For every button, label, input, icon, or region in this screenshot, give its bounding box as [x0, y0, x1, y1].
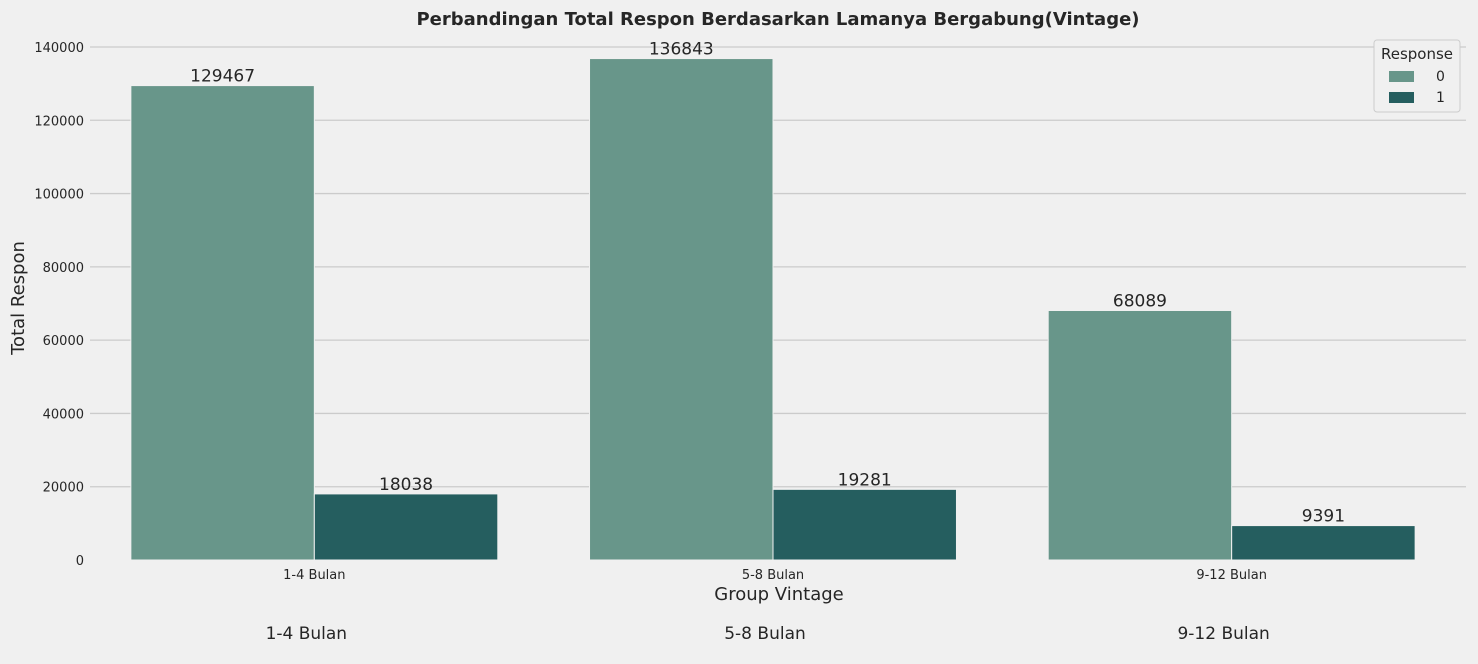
bar-series-1-0: [313, 493, 499, 561]
bars: [130, 58, 1416, 561]
bar-series-1-2: [1231, 525, 1416, 561]
y-tick-label: 20000: [43, 481, 84, 496]
bar-value-labels: 129467 18038 136843 19281 68089 9391: [190, 40, 1345, 527]
bar-value-label: 68089: [1113, 292, 1167, 312]
y-axis-label: Total Respon: [8, 241, 29, 356]
x-tick-label: 1-4 Bulan: [283, 568, 345, 583]
chart-title: Perbandingan Total Respon Berdasarkan La…: [416, 9, 1139, 30]
legend-label-1: 1: [1436, 90, 1445, 106]
x-tick-labels: 1-4 Bulan 5-8 Bulan 9-12 Bulan: [283, 568, 1267, 583]
y-tick-label: 80000: [43, 261, 84, 276]
bar-series-1-1: [772, 488, 957, 561]
legend: Response 0 1: [1373, 39, 1461, 113]
bar-value-label: 129467: [190, 67, 255, 87]
y-tick-label: 0: [76, 554, 84, 569]
bottom-category-label: 9-12 Bulan: [1177, 624, 1269, 644]
bar-value-label: 9391: [1302, 507, 1345, 527]
bar-series-0-1: [589, 58, 774, 561]
legend-title: Response: [1381, 45, 1453, 63]
bar-value-label: 19281: [838, 470, 892, 490]
bar-value-label: 18038: [379, 475, 433, 495]
bottom-category-label: 5-8 Bulan: [724, 624, 806, 644]
legend-label-0: 0: [1436, 69, 1445, 85]
legend-swatch-0: [1389, 71, 1414, 82]
x-tick-label: 5-8 Bulan: [742, 568, 804, 583]
y-tick-label: 140000: [34, 41, 84, 56]
y-tick-label: 40000: [43, 407, 84, 422]
legend-swatch-1: [1389, 92, 1414, 103]
grid-lines: [90, 46, 1466, 488]
x-tick-label: 9-12 Bulan: [1196, 568, 1267, 583]
bottom-category-label: 1-4 Bulan: [266, 624, 348, 644]
y-tick-label: 60000: [43, 334, 84, 349]
bottom-labels: 1-4 Bulan 5-8 Bulan 9-12 Bulan: [266, 624, 1270, 644]
bar-series-0-0: [130, 85, 315, 561]
bar-series-0-2: [1047, 310, 1233, 561]
y-tick-label: 100000: [34, 188, 84, 203]
x-axis-label: Group Vintage: [714, 584, 843, 605]
y-tick-label: 120000: [34, 114, 84, 129]
y-tick-labels: 0 20000 40000 60000 80000 100000 120000 140000: [34, 41, 84, 569]
bar-value-label: 136843: [649, 40, 714, 60]
